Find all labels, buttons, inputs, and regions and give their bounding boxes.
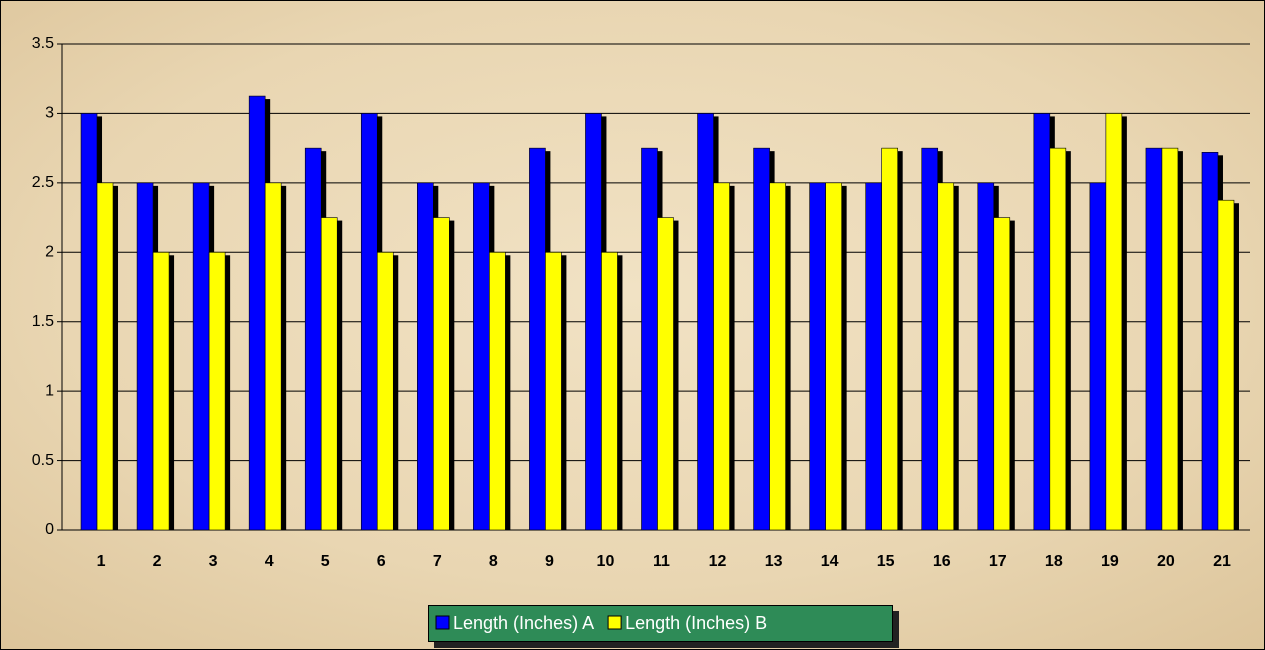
x-tick-label: 17 <box>989 553 1007 570</box>
bar <box>978 183 994 530</box>
bar <box>209 252 225 530</box>
bar <box>642 148 658 530</box>
x-tick-label: 1 <box>97 553 106 570</box>
bar-shadow <box>337 221 342 530</box>
bar <box>153 252 169 530</box>
x-tick-label: 16 <box>933 553 951 570</box>
bar <box>1162 148 1178 530</box>
legend-swatch <box>608 616 621 629</box>
bar-shadow <box>449 221 454 530</box>
legend-label: Length (Inches) B <box>625 613 767 633</box>
legend-label: Length (Inches) A <box>453 613 594 633</box>
y-tick-label: 3.5 <box>32 35 54 52</box>
y-tick-label: 0 <box>45 521 54 538</box>
x-tick-label: 13 <box>765 553 783 570</box>
bar-shadow <box>1010 221 1015 530</box>
x-tick-label: 5 <box>321 553 330 570</box>
x-tick-label: 7 <box>433 553 442 570</box>
bar-shadow <box>225 255 230 530</box>
y-tick-label: 1 <box>45 382 54 399</box>
bar-shadow <box>1178 151 1183 530</box>
bar <box>265 183 281 530</box>
bar-shadow <box>730 186 735 530</box>
legend: Length (Inches) A Length (Inches) B <box>429 606 900 649</box>
bar <box>810 183 826 530</box>
bar-shadow <box>393 255 398 530</box>
bar <box>601 252 617 530</box>
y-tick-label: 0.5 <box>32 452 54 469</box>
x-tick-label: 18 <box>1045 553 1063 570</box>
bar <box>377 252 393 530</box>
bar-shadow <box>1066 151 1071 530</box>
bar-shadow <box>1234 203 1239 530</box>
legend-swatch <box>436 616 449 629</box>
bar <box>489 252 505 530</box>
x-tick-label: 3 <box>209 553 218 570</box>
bar <box>754 148 770 530</box>
bar <box>770 183 786 530</box>
bar <box>473 183 489 530</box>
bar-shadow <box>842 186 847 530</box>
x-tick-label: 21 <box>1213 553 1231 570</box>
bar <box>321 218 337 530</box>
y-tick-label: 2 <box>45 244 54 261</box>
bar-shadow <box>505 255 510 530</box>
bar <box>433 218 449 530</box>
bar <box>714 183 730 530</box>
bar <box>97 183 113 530</box>
bar <box>305 148 321 530</box>
bar-shadow <box>281 186 286 530</box>
bar <box>1106 113 1122 530</box>
chart: 00.511.522.533.5123456789101112131415161… <box>0 0 1265 650</box>
bar <box>1034 113 1050 530</box>
bar <box>585 113 601 530</box>
bar <box>137 183 153 530</box>
bar <box>529 148 545 530</box>
y-tick-label: 3 <box>45 105 54 122</box>
bar <box>698 113 714 530</box>
bar <box>994 218 1010 530</box>
bar <box>1050 148 1066 530</box>
bar <box>417 183 433 530</box>
x-tick-label: 12 <box>709 553 727 570</box>
bar <box>658 218 674 530</box>
bar-shadow <box>561 255 566 530</box>
bar-shadow <box>898 151 903 530</box>
x-tick-label: 4 <box>265 553 274 570</box>
bar <box>1218 200 1234 530</box>
bar <box>826 183 842 530</box>
x-tick-label: 19 <box>1101 553 1119 570</box>
bar-shadow <box>674 221 679 530</box>
bar <box>938 183 954 530</box>
background <box>1 1 1265 650</box>
bar-shadow <box>169 255 174 530</box>
bar-shadow <box>113 186 118 530</box>
bar <box>81 113 97 530</box>
x-tick-label: 20 <box>1157 553 1175 570</box>
bar <box>1202 152 1218 530</box>
x-tick-label: 6 <box>377 553 386 570</box>
y-tick-label: 2.5 <box>32 174 54 191</box>
bar <box>922 148 938 530</box>
x-tick-label: 9 <box>545 553 554 570</box>
bar-shadow <box>617 255 622 530</box>
bar <box>882 148 898 530</box>
bar <box>361 113 377 530</box>
y-tick-label: 1.5 <box>32 313 54 330</box>
x-tick-label: 14 <box>821 553 839 570</box>
x-tick-label: 8 <box>489 553 498 570</box>
x-tick-label: 11 <box>653 553 670 570</box>
bar <box>249 96 265 530</box>
bar-shadow <box>1122 116 1127 530</box>
x-tick-label: 15 <box>877 553 895 570</box>
x-tick-label: 10 <box>597 553 615 570</box>
bar <box>545 252 561 530</box>
x-tick-label: 2 <box>153 553 162 570</box>
bar-shadow <box>954 186 959 530</box>
bar <box>866 183 882 530</box>
bar <box>193 183 209 530</box>
bar <box>1090 183 1106 530</box>
bar <box>1146 148 1162 530</box>
bar-shadow <box>786 186 791 530</box>
